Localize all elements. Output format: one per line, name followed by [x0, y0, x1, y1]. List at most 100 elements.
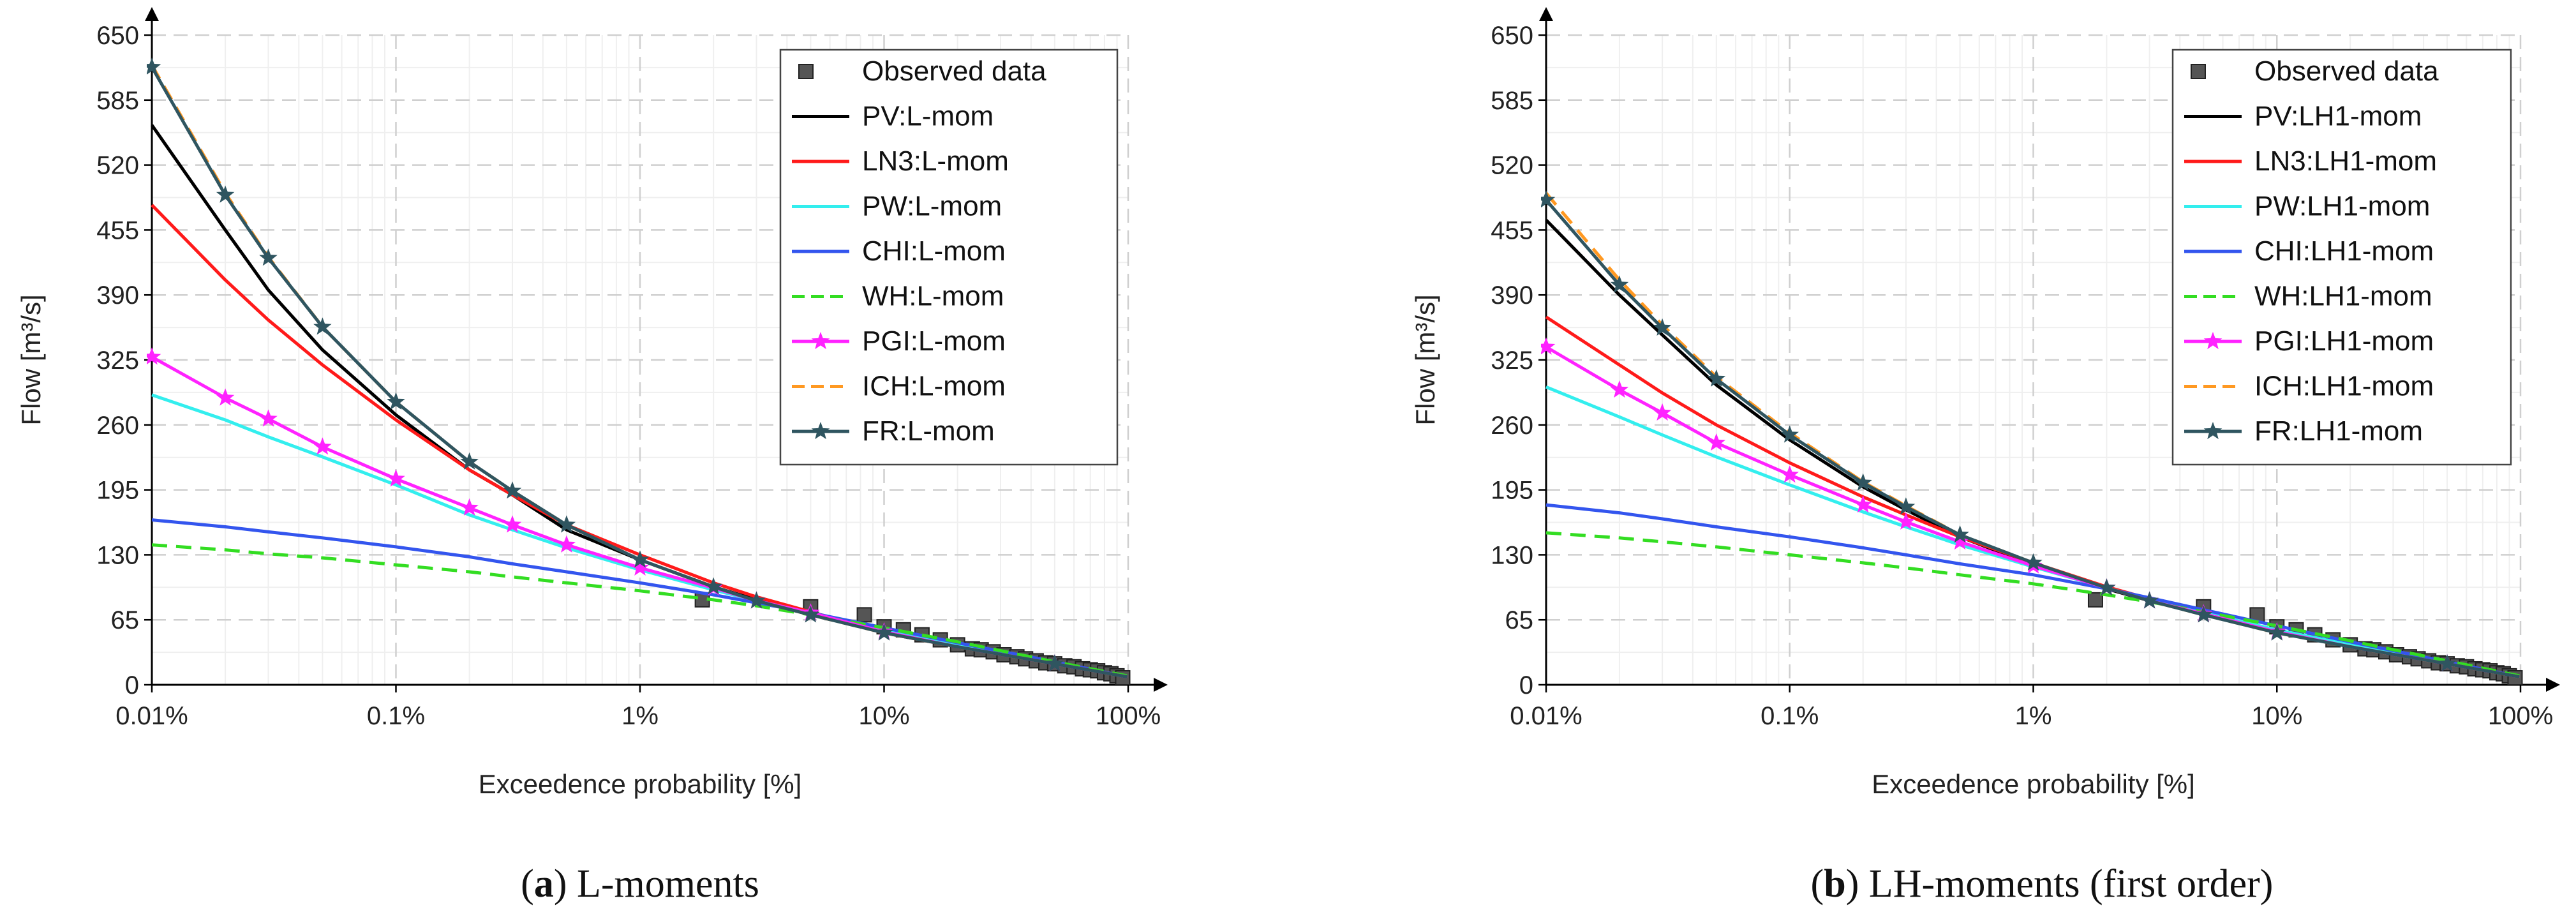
legend: Observed data PV:LH1-mom LN3:LH1-mom PW:LH1…	[2171, 49, 2512, 466]
x-tick-label: 100%	[1096, 702, 1161, 730]
series-marker-fr	[704, 577, 723, 595]
x-axis-label: Exceedence probability [%]	[1872, 769, 2195, 799]
figure-caption: (b) LH-moments (first order)	[1811, 862, 2274, 906]
series-marker-pgi	[1610, 380, 1629, 398]
series-marker-fr	[1707, 369, 1726, 387]
y-axis-label: Flow [m³/s]	[16, 294, 46, 425]
y-tick-label: 65	[111, 606, 140, 634]
series-line-pw	[1545, 385, 2520, 678]
caption-letter: b	[1824, 862, 1845, 906]
series-marker-fr	[1653, 318, 1672, 336]
series-marker-pgi	[630, 558, 650, 576]
legend-label-observed: Observed data	[862, 56, 1046, 87]
caption-paren-open: (	[1811, 862, 1824, 906]
series-marker-fr	[2438, 654, 2457, 672]
legend-symbol-star	[811, 332, 830, 350]
y-tick-label: 65	[1505, 606, 1534, 634]
chart-panel-a: 0 65 130 195 260 325 390 455 520 585 650 0.01% 0.1% 1…	[16, 7, 1168, 906]
x-tick-label: 0.01%	[115, 702, 188, 730]
caption-paren-open: (	[521, 862, 534, 906]
legend-label: WH:L-mom	[862, 281, 1004, 312]
series-marker-fr	[801, 605, 820, 623]
legend-symbol-star	[2203, 332, 2222, 350]
series-marker-pgi	[557, 535, 576, 553]
y-tick-label: 325	[1491, 347, 1533, 375]
x-tick-label: 1%	[2015, 702, 2052, 730]
y-axis-label: Flow [m³/s]	[1410, 294, 1440, 425]
x-tick-label: 0.1%	[367, 702, 425, 730]
series-marker-fr	[1045, 654, 1064, 672]
legend-label: CHI:LH1-mom	[2254, 235, 2434, 267]
x-axis-label: Exceedence probability [%]	[479, 769, 802, 799]
legend-label: FR:LH1-mom	[2254, 415, 2423, 447]
series-marker-pgi	[259, 409, 278, 427]
legend-label: CHI:L-mom	[862, 235, 1006, 267]
series-marker-fr	[387, 392, 405, 410]
series-marker-fr	[1541, 190, 1556, 208]
series-marker-fr	[630, 550, 650, 568]
series-marker-fr	[460, 452, 479, 470]
observed-point	[2087, 592, 2103, 608]
y-tick-label: 0	[1519, 671, 1533, 699]
series-marker-pgi	[1707, 433, 1726, 451]
series-marker-pgi	[1951, 532, 1969, 550]
caption-letter: a	[534, 862, 554, 906]
x-tick-label: 100%	[2488, 702, 2553, 730]
y-tick-label: 260	[1491, 412, 1533, 440]
x-axis-arrow	[2546, 678, 2560, 692]
series-marker-fr	[557, 515, 576, 533]
legend-label: PW:LH1-mom	[2254, 191, 2430, 222]
series-line-fr	[1545, 198, 2520, 678]
legend-symbol-star	[2203, 422, 2222, 440]
legend-label: ICH:LH1-mom	[2254, 371, 2434, 402]
series-marker-fr	[2140, 591, 2159, 609]
legend-label: WH:LH1-mom	[2254, 281, 2432, 312]
series-marker-pgi	[387, 469, 405, 487]
series-marker-fr	[313, 317, 332, 335]
series-marker-pgi	[1780, 465, 1799, 483]
series-marker-pgi	[1653, 403, 1672, 421]
y-tick-label: 650	[96, 22, 139, 50]
y-tick-label: 195	[96, 477, 139, 505]
series-line-pw	[151, 393, 1128, 678]
series-marker-fr	[2268, 623, 2286, 641]
y-tick-label: 130	[1491, 541, 1533, 569]
series-marker-fr	[1610, 275, 1629, 293]
series-marker-pgi	[503, 515, 522, 533]
legend-box	[779, 49, 1119, 466]
series-marker-pgi	[216, 388, 235, 406]
x-tick-label: 1%	[622, 702, 659, 730]
y-axis-arrow	[1539, 7, 1553, 21]
y-tick-label: 520	[96, 152, 139, 180]
y-tick-label: 0	[125, 671, 139, 699]
legend-label-observed: Observed data	[2254, 56, 2439, 87]
legend-box	[2171, 49, 2512, 466]
x-axis-arrow	[1154, 678, 1168, 692]
series-marker-pgi	[313, 437, 332, 455]
y-tick-label: 390	[1491, 281, 1533, 310]
legend-symbol-star	[811, 422, 830, 440]
series-marker-fr	[1896, 497, 1916, 515]
legend-label: PW:L-mom	[862, 191, 1002, 222]
series-marker-pgi	[460, 498, 479, 516]
series-marker-fr	[2097, 578, 2116, 596]
observed-point	[856, 607, 872, 623]
series-marker-fr	[875, 623, 893, 641]
series-line-chi	[151, 518, 1128, 678]
legend-label: LN3:LH1-mom	[2254, 146, 2437, 177]
series-marker-pgi	[147, 347, 161, 365]
y-tick-label: 455	[1491, 216, 1533, 244]
y-tick-label: 650	[1491, 22, 1533, 50]
y-tick-label: 130	[96, 541, 139, 569]
chart-panel-b: 0 65 130 195 260 325 390 455 520 585 650 0.01% 0.1% 1…	[1410, 7, 2560, 906]
series-marker-fr	[147, 57, 161, 75]
legend-label: FR:L-mom	[862, 415, 995, 447]
series-marker-fr	[1854, 473, 1872, 491]
series-marker-fr	[747, 591, 766, 609]
y-axis-arrow	[145, 7, 159, 21]
y-tick-label: 585	[1491, 87, 1533, 115]
y-tick-label: 585	[96, 87, 139, 115]
series-marker-pgi	[1854, 495, 1872, 513]
y-tick-label: 455	[96, 216, 139, 244]
x-tick-label: 10%	[2251, 702, 2302, 730]
